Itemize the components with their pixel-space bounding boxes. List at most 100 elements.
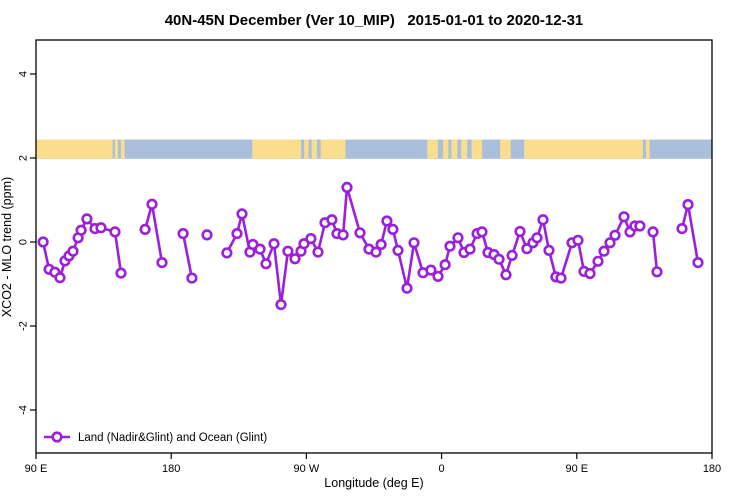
data-point-marker xyxy=(618,211,630,223)
data-point-marker xyxy=(401,282,413,294)
data-point-marker xyxy=(439,259,451,271)
y-tick-label: 2 xyxy=(18,155,30,161)
legend: Land (Nadir&Glint) and Ocean (Glint) xyxy=(44,431,267,444)
land-band-segment xyxy=(120,139,125,159)
data-point-marker xyxy=(452,232,464,244)
data-point-marker xyxy=(146,198,158,210)
data-point-marker xyxy=(312,246,324,258)
data-point-marker xyxy=(54,272,66,284)
data-series xyxy=(37,181,704,311)
y-tick-label: 0 xyxy=(18,239,30,245)
data-point-marker xyxy=(514,225,526,238)
data-point-marker xyxy=(609,229,621,241)
series-line-segment xyxy=(181,232,194,280)
land-band-segment xyxy=(252,139,302,159)
y-tick-label: -4 xyxy=(18,405,30,415)
data-point-marker xyxy=(425,264,437,276)
data-point-marker xyxy=(186,272,198,284)
y-axis-ticks: 4 2 0 -2 -4 xyxy=(18,71,36,415)
data-point-marker xyxy=(95,222,107,234)
data-point-marker xyxy=(543,244,555,256)
x-tick-label: 90 E xyxy=(565,463,588,475)
y-axis-title: XCO2 - MLO trend (ppm) xyxy=(0,177,14,317)
data-point-marker xyxy=(692,257,704,269)
land-band-segment xyxy=(114,139,118,159)
latitude-band-map-strip xyxy=(36,139,712,159)
data-point-marker xyxy=(592,255,604,267)
data-point-marker xyxy=(464,243,476,255)
data-point-marker xyxy=(531,232,543,244)
data-point-marker xyxy=(201,229,213,241)
data-point-marker xyxy=(139,223,151,235)
data-point-marker xyxy=(500,269,512,281)
land-band-segment xyxy=(304,139,309,159)
x-tick-label: 180 xyxy=(162,463,180,475)
data-point-marker xyxy=(432,270,444,283)
chart-title: 40N-45N December (Ver 10_MIP) 2015-01-01… xyxy=(165,12,584,29)
x-tick-label: 180 xyxy=(703,463,721,475)
data-point-marker xyxy=(493,253,505,265)
data-point-marker xyxy=(476,226,488,238)
y-tick-label: 4 xyxy=(18,71,30,77)
land-band-segment xyxy=(500,139,511,159)
data-point-marker xyxy=(676,223,688,235)
data-point-marker xyxy=(651,266,663,278)
data-point-marker xyxy=(109,226,121,238)
land-band-segment xyxy=(427,139,438,159)
data-point-marker xyxy=(156,257,168,269)
land-band-segment xyxy=(451,139,458,159)
data-point-marker xyxy=(341,181,353,193)
data-point-marker xyxy=(634,220,646,232)
land-band-segment xyxy=(36,139,113,159)
data-point-marker xyxy=(392,244,404,256)
data-point-marker xyxy=(260,258,272,270)
data-point-marker xyxy=(282,245,294,257)
y-tick-label: -2 xyxy=(18,321,30,331)
data-point-marker xyxy=(75,224,87,236)
land-band-segment xyxy=(320,139,346,159)
data-point-marker xyxy=(231,228,243,240)
data-point-marker xyxy=(370,246,382,258)
land-band-segment xyxy=(311,139,317,159)
data-point-marker xyxy=(381,215,393,227)
data-point-marker xyxy=(81,213,93,225)
data-point-marker xyxy=(572,234,584,246)
plot-frame xyxy=(35,39,713,454)
data-point-marker xyxy=(584,267,596,280)
data-point-marker xyxy=(375,238,387,251)
data-point-marker xyxy=(682,199,694,211)
x-tick-label: 0 xyxy=(439,463,445,475)
data-point-marker xyxy=(337,229,349,241)
data-point-marker xyxy=(305,233,317,245)
land-band-segment xyxy=(645,139,650,159)
x-tick-label: 90 E xyxy=(25,463,48,475)
data-point-marker xyxy=(275,299,287,311)
data-point-marker xyxy=(177,228,189,240)
data-point-marker xyxy=(67,245,79,257)
land-band-segment xyxy=(524,139,643,159)
data-point-marker xyxy=(221,247,233,259)
legend-marker-icon xyxy=(51,431,63,443)
data-point-marker xyxy=(115,267,127,279)
data-point-marker xyxy=(408,237,420,249)
land-band-segment xyxy=(443,139,449,159)
data-point-marker xyxy=(387,223,399,235)
x-axis-ticks: 90 E 180 90 W 0 90 E 180 xyxy=(25,453,721,475)
land-band-segment xyxy=(471,139,483,159)
data-point-marker xyxy=(37,236,49,248)
x-tick-label: 90 W xyxy=(294,463,320,475)
x-axis-title: Longitude (deg E) xyxy=(324,476,423,490)
data-point-marker xyxy=(555,272,567,284)
data-point-marker xyxy=(537,214,549,226)
data-point-marker xyxy=(444,240,456,252)
legend-label: Land (Nadir&Glint) and Ocean (Glint) xyxy=(78,432,267,444)
data-point-marker xyxy=(326,214,338,226)
data-point-marker xyxy=(236,208,248,220)
data-point-marker xyxy=(506,249,518,261)
series-line-segment xyxy=(651,230,659,274)
data-point-marker xyxy=(647,226,659,238)
data-point-marker xyxy=(604,237,616,249)
data-point-marker xyxy=(268,238,280,250)
data-point-marker xyxy=(598,245,610,257)
